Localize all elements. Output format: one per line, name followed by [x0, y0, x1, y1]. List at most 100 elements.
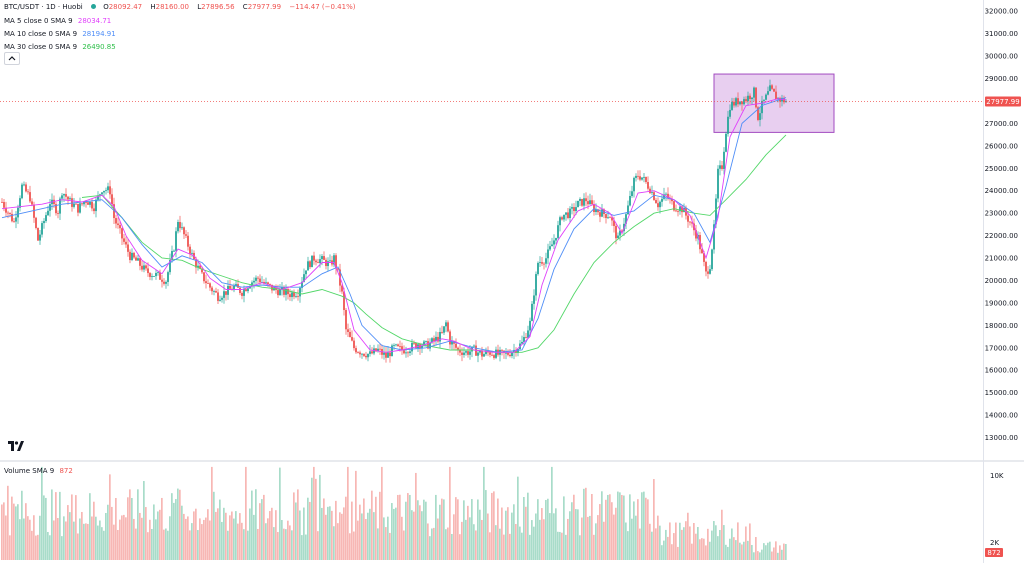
volume-bar	[269, 511, 271, 560]
volume-bar	[323, 498, 325, 560]
volume-bar	[123, 514, 125, 560]
candle-body	[407, 352, 409, 354]
volume-sma-badge-label: 872	[987, 549, 1000, 557]
volume-bar	[683, 527, 685, 560]
volume-bar	[191, 523, 193, 560]
candle-body	[227, 285, 229, 295]
volume-bar	[217, 508, 219, 560]
volume-bar	[63, 516, 65, 560]
candle-body	[239, 287, 241, 293]
ma10-value: 28194.91	[82, 30, 116, 38]
volume-bar	[699, 539, 701, 560]
candle-body	[129, 251, 131, 261]
tradingview-logo-icon[interactable]	[8, 441, 24, 454]
candle-body	[7, 212, 9, 214]
volume-bar	[577, 509, 579, 560]
volume-bar	[665, 529, 667, 560]
volume-bar	[387, 516, 389, 560]
candle-body	[645, 176, 647, 183]
volume-bar	[211, 466, 213, 560]
volume-bar	[401, 516, 403, 560]
candle-body	[665, 193, 667, 195]
candle-body	[69, 198, 71, 200]
highlight-rectangle	[713, 73, 835, 133]
candle-body	[101, 192, 103, 195]
candle-body	[269, 283, 271, 285]
candle-body	[319, 259, 321, 264]
volume-bar	[225, 512, 227, 560]
volume-bar	[585, 487, 587, 560]
candle-body	[287, 289, 289, 295]
volume-bar	[689, 526, 691, 560]
candle-body	[119, 225, 121, 229]
volume-bar	[197, 530, 199, 560]
volume-bar	[571, 502, 573, 560]
candle-body	[573, 207, 575, 212]
volume-bar	[583, 488, 585, 560]
volume-bar	[711, 530, 713, 560]
volume-bar	[255, 489, 257, 560]
volume-bar	[717, 536, 719, 560]
volume-bar	[517, 476, 519, 560]
volume-bar	[463, 500, 465, 560]
ma30-value: 26490.85	[82, 43, 116, 51]
volume-bar	[705, 545, 707, 560]
volume-bar	[23, 518, 25, 560]
volume-bar	[47, 531, 49, 560]
volume-bar	[113, 524, 115, 560]
price-tick-label: 31000.00	[985, 30, 1018, 38]
volume-bar	[731, 528, 733, 560]
candle-body	[529, 320, 531, 331]
candle-body	[633, 177, 635, 192]
volume-bar	[677, 546, 679, 560]
volume-bar	[359, 504, 361, 560]
ma5-legend[interactable]: MA 5 close 0 SMA 9 28034.71	[4, 16, 114, 26]
candle-body	[267, 282, 269, 284]
ma30-legend[interactable]: MA 30 close 0 SMA 9 26490.85	[4, 42, 119, 52]
volume-bar	[647, 499, 649, 560]
candle-body	[243, 289, 245, 296]
volume-bar	[713, 521, 715, 560]
candle-body	[765, 94, 767, 100]
candle-body	[375, 348, 377, 352]
volume-bar	[101, 527, 103, 560]
collapse-legend-button[interactable]	[4, 52, 20, 65]
candle-body	[609, 217, 611, 219]
volume-bar	[729, 538, 731, 560]
volume-bar	[295, 502, 297, 560]
candle-body	[513, 349, 515, 353]
candle-body	[663, 194, 665, 199]
candle-body	[449, 331, 451, 345]
candle-body	[437, 336, 439, 342]
candle-body	[25, 184, 27, 192]
symbol-title[interactable]: BTC/USDT · 1D · Huobi	[4, 3, 83, 11]
candle-body	[703, 253, 705, 262]
candle-body	[357, 352, 359, 354]
candle-body	[183, 227, 185, 235]
ma10-legend[interactable]: MA 10 close 0 SMA 9 28194.91	[4, 29, 119, 39]
volume-bar	[765, 545, 767, 560]
candle-body	[773, 88, 775, 92]
volume-bar	[57, 518, 59, 560]
volume-bar	[771, 551, 773, 560]
price-tick-label: 32000.00	[985, 8, 1018, 16]
candle-body	[77, 203, 79, 213]
volume-bar	[471, 499, 473, 560]
candle-body	[629, 196, 631, 206]
volume-bar	[633, 501, 635, 560]
volume-bar	[267, 518, 269, 560]
volume-bar	[413, 511, 415, 560]
volume-bar	[379, 491, 381, 560]
candle-body	[1, 201, 3, 203]
volume-legend[interactable]: Volume SMA 9 872	[4, 466, 76, 476]
candle-body	[541, 262, 543, 264]
volume-bar	[109, 474, 111, 560]
volume-bar	[531, 520, 533, 560]
volume-bar	[189, 530, 191, 560]
candle-body	[401, 346, 403, 351]
candle-body	[431, 338, 433, 343]
candle-body	[403, 350, 405, 354]
volume-bar	[419, 505, 421, 560]
